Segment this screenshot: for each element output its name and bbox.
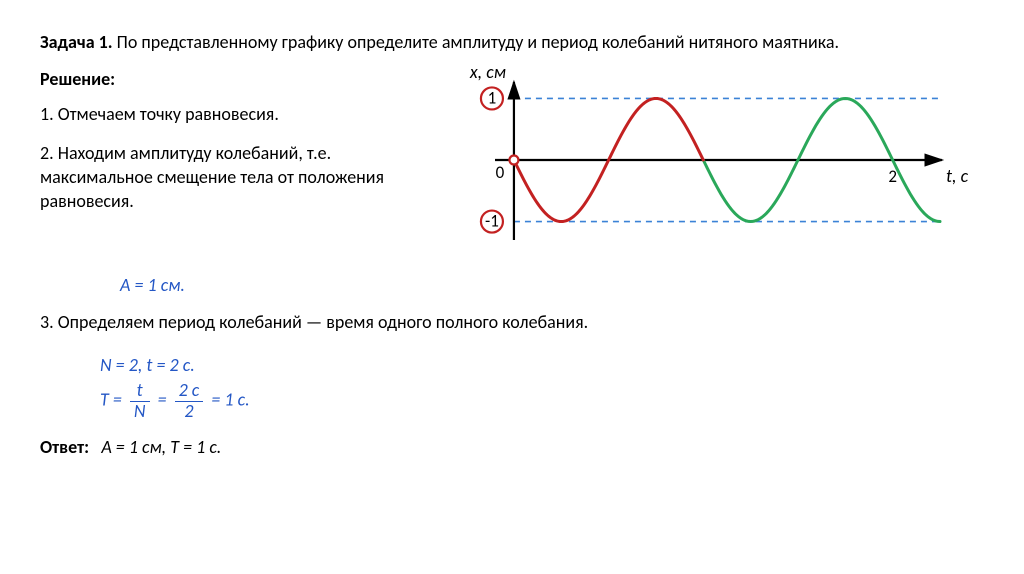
problem-title: Задача 1. По представленному графику опр… [40, 30, 984, 54]
solution-header: Решение: [40, 68, 430, 90]
step-3: 3. Определяем период колебаний — время о… [40, 310, 984, 334]
svg-text:2: 2 [888, 166, 897, 187]
svg-text:0: 0 [496, 162, 505, 183]
svg-text:1: 1 [488, 88, 497, 109]
svg-text:x, см: x, см [469, 61, 506, 83]
problem-number: Задача 1. [40, 31, 113, 53]
answer-value: A = 1 см, T = 1 с. [101, 436, 221, 458]
answer-line: Ответ: A = 1 см, T = 1 с. [40, 436, 984, 458]
answer-label: Ответ: [40, 436, 89, 458]
step-1: 1. Отмечаем точку равновесия. [40, 102, 430, 126]
amplitude-result: A = 1 см. [120, 274, 984, 296]
problem-text: По представленному графику определите ам… [113, 31, 839, 53]
n-t-line: N = 2, t = 2 с. [100, 349, 984, 381]
step-2: 2. Находим амплитуду колебаний, т.е. мак… [40, 141, 430, 214]
formula-block: N = 2, t = 2 с. T = t N = 2 с 2 = 1 с. [100, 349, 984, 422]
svg-text:-1: -1 [485, 211, 499, 232]
svg-text:t, с: t, с [946, 165, 969, 187]
period-formula: T = t N = 2 с 2 = 1 с. [100, 381, 984, 422]
oscillation-chart: 1 -1 0 2 x, см t, с [440, 60, 970, 270]
